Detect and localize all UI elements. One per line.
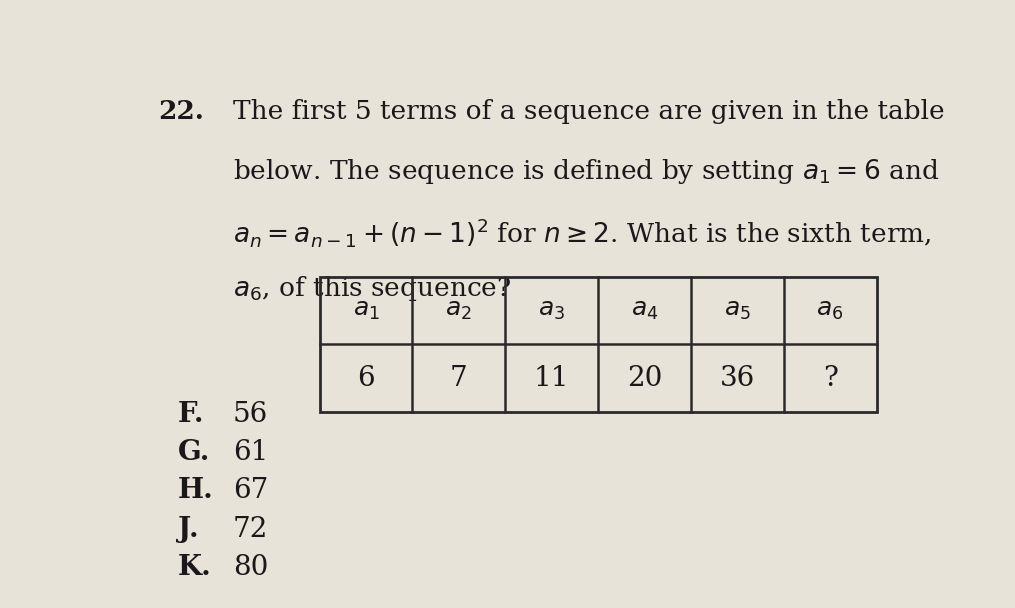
- Text: ?: ?: [823, 365, 837, 392]
- Text: $a_4$: $a_4$: [630, 299, 658, 322]
- Text: 20: 20: [627, 365, 662, 392]
- Text: G.: G.: [178, 439, 210, 466]
- Text: 72: 72: [233, 516, 268, 543]
- Text: F.: F.: [178, 401, 204, 427]
- Text: The first 5 terms of a sequence are given in the table: The first 5 terms of a sequence are give…: [233, 98, 945, 123]
- Text: $a_6$: $a_6$: [816, 299, 843, 322]
- Text: $a_1$: $a_1$: [352, 299, 380, 322]
- Text: $a_2$: $a_2$: [446, 299, 472, 322]
- Text: $a_6$, of this sequence?: $a_6$, of this sequence?: [233, 274, 512, 303]
- Bar: [320, 277, 877, 412]
- Text: J.: J.: [178, 516, 199, 543]
- Text: $a_5$: $a_5$: [724, 299, 751, 322]
- Text: 11: 11: [534, 365, 569, 392]
- Text: 67: 67: [233, 477, 268, 505]
- Bar: [320, 277, 877, 412]
- Text: 7: 7: [450, 365, 468, 392]
- Text: $a_n = a_{n-1} + (n-1)^2$ for $n \geq 2$. What is the sixth term,: $a_n = a_{n-1} + (n-1)^2$ for $n \geq 2$…: [233, 216, 932, 249]
- Text: H.: H.: [178, 477, 214, 505]
- Text: below. The sequence is defined by setting $a_1 = 6$ and: below. The sequence is defined by settin…: [233, 157, 939, 186]
- Text: $a_3$: $a_3$: [538, 299, 565, 322]
- Text: 6: 6: [357, 365, 375, 392]
- Text: 56: 56: [233, 401, 268, 427]
- Text: 36: 36: [720, 365, 755, 392]
- Text: K.: K.: [178, 554, 212, 581]
- Text: 80: 80: [233, 554, 268, 581]
- Text: 61: 61: [233, 439, 268, 466]
- Text: 22.: 22.: [158, 98, 204, 123]
